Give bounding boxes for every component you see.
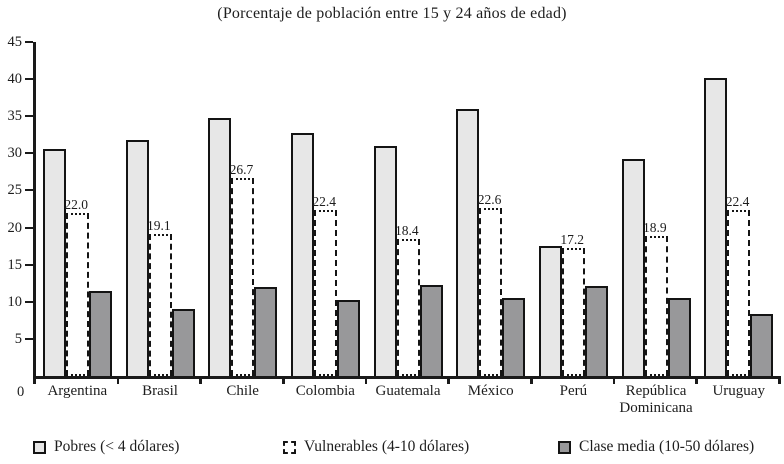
bar-pobres-1 <box>125 140 149 376</box>
y-axis-tick <box>25 226 33 229</box>
x-axis-tick <box>695 376 698 384</box>
bar-vulnerables-8: 22.4 <box>726 194 751 376</box>
legend: Pobres (< 4 dólares) Vulnerables (4-10 dó… <box>0 438 784 460</box>
y-axis-label: 10 <box>7 293 23 310</box>
category-label: México <box>467 383 514 399</box>
x-axis-tick <box>612 376 616 384</box>
y-axis-label: 25 <box>7 182 23 199</box>
legend-item-vulnerables: Vulnerables (4-10 dólares) <box>283 438 469 456</box>
data-label: 26.7 <box>229 161 254 177</box>
data-label: 22.6 <box>477 192 502 208</box>
legend-swatch-pobres-icon <box>33 440 46 454</box>
data-label: 19.1 <box>147 218 171 234</box>
category-label: Brasil <box>142 383 178 399</box>
bar-vulnerables-0: 22.0 <box>64 197 89 376</box>
y-axis-tick <box>25 115 33 118</box>
y-axis-label: 30 <box>7 145 23 162</box>
bar-pobres-7 <box>621 158 645 376</box>
data-label: 22.0 <box>64 196 88 212</box>
bar-vulnerables-3: 22.4 <box>312 194 337 376</box>
y-axis-tick <box>25 263 33 266</box>
legend-item-clase-media: Clase media (10-50 dólares) <box>558 438 754 456</box>
legend-label: Pobres (< 4 dólares) <box>54 438 180 455</box>
data-label: 17.2 <box>560 232 584 248</box>
category-label: República Dominicana <box>619 383 693 417</box>
y-axis-label: 15 <box>7 256 23 273</box>
bar-pobres-6 <box>538 246 562 376</box>
bar-group-2: 26.7 Chile <box>201 42 284 399</box>
bar-group-7: 18.9 República Dominicana <box>615 42 698 416</box>
y-axis-tick <box>25 300 33 303</box>
bar-pobres-8 <box>704 77 728 376</box>
x-axis-tick <box>33 376 36 384</box>
bar-clase-media-2 <box>254 286 278 376</box>
bar-group-4: 18.4 Guatemala <box>367 42 450 399</box>
y-axis-label: 45 <box>7 34 23 50</box>
bar-pobres-4 <box>373 145 397 376</box>
data-label: 22.4 <box>312 193 336 209</box>
data-label: 18.4 <box>395 223 419 239</box>
bar-vulnerables-1: 19.1 <box>147 218 172 376</box>
x-axis-tick <box>530 376 533 384</box>
category-label: Guatemala <box>375 383 441 399</box>
legend-swatch-clase-media-icon <box>558 440 571 454</box>
bar-pobres-0 <box>42 148 66 376</box>
bar-clase-media-3 <box>336 300 360 376</box>
category-label: Perú <box>559 383 588 399</box>
bar-clase-media-4 <box>419 285 443 376</box>
x-axis-tick <box>282 376 285 384</box>
legend-item-pobres: Pobres (< 4 dólares) <box>33 438 179 456</box>
y-axis-label: 20 <box>7 219 23 236</box>
bar-vulnerables-7: 18.9 <box>643 220 668 376</box>
bar-clase-media-0 <box>88 290 112 376</box>
y-axis-tick <box>25 152 33 155</box>
bar-group-6: 17.2 Perú <box>532 42 615 399</box>
data-label: 22.4 <box>725 193 750 209</box>
bar-vulnerables-5: 22.6 <box>478 192 503 376</box>
bar-clase-media-7 <box>667 298 691 376</box>
bar-group-5: 22.6 México <box>449 42 532 399</box>
bar-groups-container: 22.0 Argentina 19.1 Brasil 26.7 Chile 22.4 Colo… <box>36 42 780 416</box>
bar-group-0: 22.0 Argentina <box>36 42 119 399</box>
chart-title: (Porcentaje de población entre 15 y 24 a… <box>217 5 567 22</box>
bar-vulnerables-4: 18.4 <box>395 223 420 376</box>
bar-group-3: 22.4 Colombia <box>284 42 367 399</box>
bar-clase-media-8 <box>750 314 774 376</box>
x-axis-tick <box>778 376 781 384</box>
y-axis-tick <box>25 189 33 192</box>
legend-label: Vulnerables (4-10 dólares) <box>304 438 470 455</box>
x-axis-tick <box>364 376 368 384</box>
bar-pobres-3 <box>290 132 314 376</box>
y-axis-label: 35 <box>7 108 23 125</box>
bar-vulnerables-2: 26.7 <box>230 162 255 376</box>
bar-group-8: 22.4 Uruguay <box>697 42 780 399</box>
legend-label: Clase media (10-50 dólares) <box>579 438 755 455</box>
plot-area: 22.0 Argentina 19.1 Brasil 26.7 Chile 22.4 Colo… <box>8 35 781 416</box>
bar-vulnerables-6: 17.2 <box>560 232 585 376</box>
y-axis-zero-label: 0 <box>17 384 25 400</box>
bar-clase-media-1 <box>171 308 195 376</box>
y-axis-label: 5 <box>14 330 22 347</box>
legend-swatch-vulnerables-icon <box>283 440 296 454</box>
y-axis-label: 40 <box>7 71 23 88</box>
y-axis-tick <box>25 41 33 43</box>
category-label: Colombia <box>295 383 355 399</box>
category-label: Chile <box>226 383 259 399</box>
category-label: Argentina <box>47 383 108 399</box>
data-label: 18.9 <box>643 219 667 235</box>
x-axis-tick <box>447 376 450 384</box>
x-axis-tick <box>199 376 202 384</box>
x-axis-tick <box>116 376 120 384</box>
bar-group-1: 19.1 Brasil <box>119 42 202 399</box>
bar-pobres-2 <box>208 118 232 376</box>
y-axis-tick <box>25 78 33 81</box>
category-label: Uruguay <box>712 383 765 399</box>
bar-clase-media-5 <box>502 298 526 376</box>
bar-pobres-5 <box>456 108 480 376</box>
bar-clase-media-6 <box>584 286 608 376</box>
y-axis-tick <box>25 337 33 340</box>
